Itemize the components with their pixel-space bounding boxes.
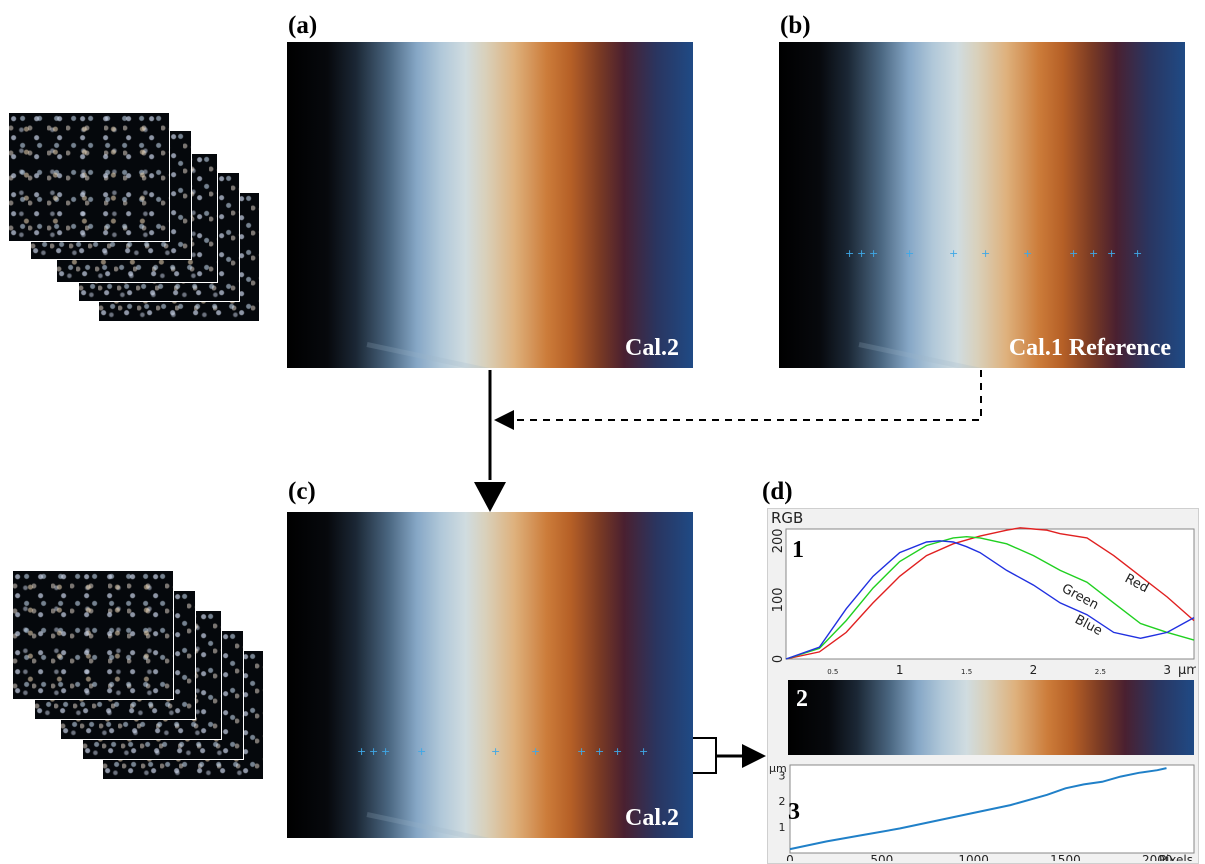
rgb-window-title: RGB: [771, 509, 804, 527]
x-tick-label: 500: [870, 853, 893, 861]
marker: +: [639, 745, 649, 758]
arrow-head-left: [494, 410, 514, 430]
arrow-head-down: [474, 482, 506, 512]
panel-letter-c: (c): [288, 478, 316, 505]
rgb-profile-window: RGB 1 0.5 1 1.5 2 2.5 3 0 100 200 μm Red Green …: [767, 508, 1199, 864]
x-tick-label: 2000: [1142, 853, 1173, 861]
calibration-image-b: + + + + + + + + + + + Cal.1 Reference: [779, 42, 1185, 368]
marker: +: [845, 247, 855, 260]
y-tick-label: 100: [771, 587, 786, 612]
stack-frame-1: [12, 570, 174, 700]
marker: +: [417, 745, 427, 758]
marker: +: [1089, 247, 1099, 260]
arrow-head-right: [742, 744, 766, 768]
marker: +: [491, 745, 501, 758]
x-tick-label: 0: [786, 853, 794, 861]
subplot-label-1: 1: [792, 537, 804, 563]
marker: +: [613, 745, 623, 758]
marker: +: [1023, 247, 1033, 260]
series-line-red: [785, 527, 1195, 660]
calibration-curve: [789, 767, 1167, 851]
stack-frame-1: [8, 112, 170, 242]
y-tick-label: 3: [779, 769, 786, 782]
image-label-a: Cal.2: [625, 335, 679, 361]
image-label-c: Cal.2: [625, 805, 679, 831]
marker: +: [981, 247, 991, 260]
dashed-reference-path: [512, 370, 982, 421]
marker: +: [381, 745, 391, 758]
image-stack-bottom: [0, 560, 270, 790]
y-tick-label: 2: [779, 795, 786, 808]
x-axis-unit-pixels: Pixels: [1159, 853, 1193, 861]
marker: +: [577, 745, 587, 758]
subplot-label-2: 2: [796, 686, 808, 712]
x-tick-label: 2: [1030, 663, 1038, 677]
marker: +: [1133, 247, 1143, 260]
image-stack-top: [0, 100, 270, 330]
subplot-label-3: 3: [788, 799, 800, 825]
x-tick-label: 1: [896, 663, 904, 677]
x-tick-label: 1.5: [961, 668, 972, 676]
plot1-background: [785, 528, 1195, 660]
x-tick-label: 1500: [1050, 853, 1081, 861]
depth-calibration-chart: μm 3 0 500 1000 1500 2000 123 Pixels: [769, 762, 1195, 861]
marker: +: [949, 247, 959, 260]
calibration-image-a: Cal.2: [287, 42, 693, 368]
panel-letter-d: (d): [762, 478, 793, 505]
x-tick-label: 2.5: [1095, 668, 1106, 676]
image-label-b: Cal.1 Reference: [1008, 335, 1171, 361]
series-line-blue: [785, 540, 1195, 660]
x-tick-label: 1000: [958, 853, 989, 861]
marker: +: [1069, 247, 1079, 260]
marker: +: [1107, 247, 1117, 260]
marker: +: [357, 745, 367, 758]
y-tick-label: 1: [779, 821, 786, 834]
panel-letter-a: (a): [288, 12, 318, 39]
y-tick-label: 200: [771, 528, 786, 553]
marker: +: [905, 247, 915, 260]
series-line-green: [785, 535, 1195, 660]
marker: +: [595, 745, 605, 758]
marker: +: [369, 745, 379, 758]
color-strip: 2: [788, 680, 1194, 755]
x-tick-label: 0.5: [827, 668, 838, 676]
x-axis-unit: μm: [1178, 663, 1196, 678]
y-axis-unit: μm: [769, 762, 787, 775]
bracket-connector: [693, 737, 717, 774]
marker: +: [869, 247, 879, 260]
marker: +: [531, 745, 541, 758]
calibration-image-c: + + + + + + + + + + Cal.2: [287, 512, 693, 838]
marker: +: [857, 247, 867, 260]
panel-letter-b: (b): [780, 12, 811, 39]
y-tick-label: 0: [771, 655, 786, 663]
x-tick-label: 3: [1163, 663, 1171, 677]
